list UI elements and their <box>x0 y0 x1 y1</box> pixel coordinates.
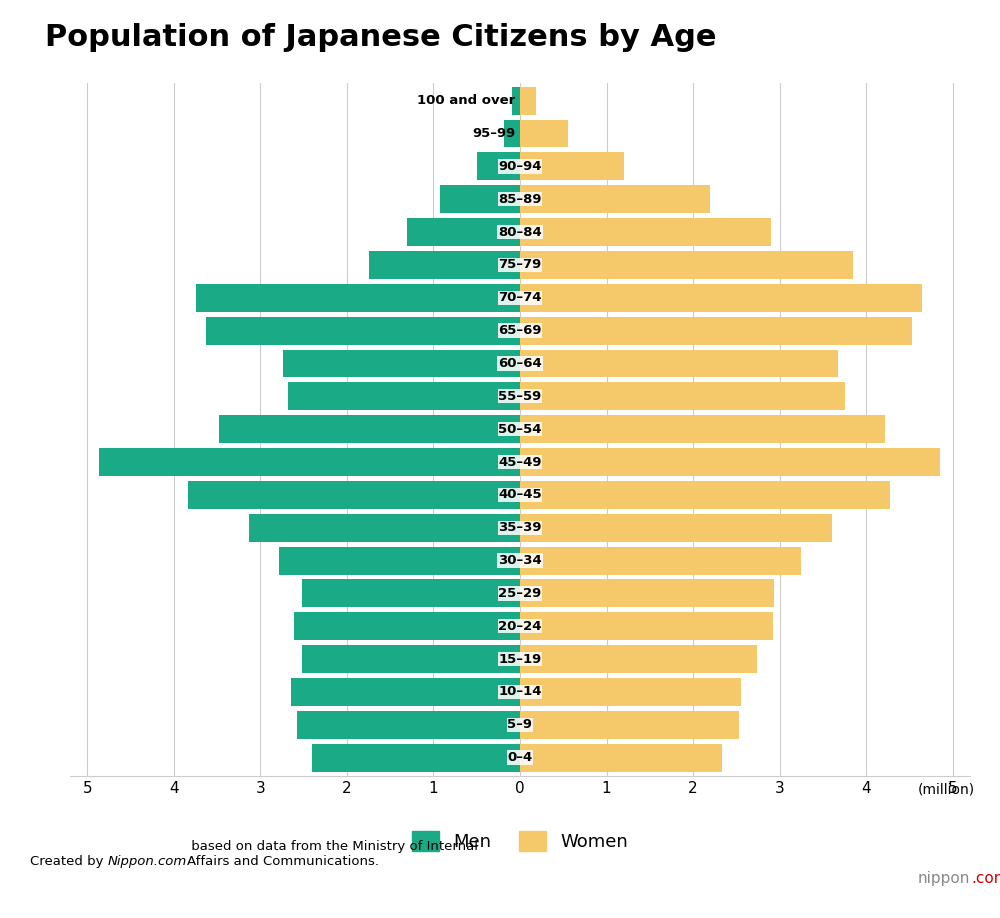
Bar <box>188 481 520 509</box>
Text: 35–39: 35–39 <box>498 521 542 534</box>
Bar <box>206 317 520 344</box>
Text: 15–19: 15–19 <box>498 653 542 666</box>
Bar <box>440 185 520 213</box>
Bar <box>520 383 845 410</box>
Bar <box>520 284 922 312</box>
Bar <box>520 350 838 377</box>
Bar <box>283 350 520 377</box>
Text: 0–4: 0–4 <box>507 751 533 764</box>
Text: 75–79: 75–79 <box>498 259 542 272</box>
Bar <box>369 251 520 279</box>
Text: 5–9: 5–9 <box>508 718 532 732</box>
Bar <box>288 383 520 410</box>
Bar <box>302 579 520 608</box>
Text: Population of Japanese Citizens by Age: Population of Japanese Citizens by Age <box>45 23 716 52</box>
Bar <box>520 218 771 246</box>
Bar <box>520 546 801 575</box>
Bar <box>512 86 520 115</box>
Text: .com: .com <box>971 871 1000 886</box>
Legend: Men, Women: Men, Women <box>403 823 637 860</box>
Bar <box>294 612 520 640</box>
Bar <box>520 711 739 739</box>
Text: 50–54: 50–54 <box>498 422 542 436</box>
Bar <box>520 514 832 542</box>
Text: 40–45: 40–45 <box>498 488 542 501</box>
Bar <box>279 546 520 575</box>
Text: (million): (million) <box>918 782 975 796</box>
Text: 90–94: 90–94 <box>498 160 542 173</box>
Bar <box>196 284 520 312</box>
Bar <box>520 119 568 148</box>
Bar <box>520 678 741 706</box>
Bar <box>520 612 773 640</box>
Bar <box>249 514 520 542</box>
Text: 60–64: 60–64 <box>498 357 542 370</box>
Bar <box>477 152 520 180</box>
Bar <box>219 415 520 443</box>
Text: 70–74: 70–74 <box>498 291 542 304</box>
Text: 85–89: 85–89 <box>498 193 542 206</box>
Bar <box>520 579 774 608</box>
Bar <box>312 744 520 772</box>
Bar <box>520 152 624 180</box>
Text: 55–59: 55–59 <box>498 390 542 403</box>
Text: 30–34: 30–34 <box>498 554 542 567</box>
Bar <box>520 317 912 344</box>
Text: 95–99: 95–99 <box>472 127 516 140</box>
Bar <box>520 251 853 279</box>
Text: 80–84: 80–84 <box>498 226 542 239</box>
Bar <box>297 711 520 739</box>
Text: 25–29: 25–29 <box>498 587 542 599</box>
Text: 20–24: 20–24 <box>498 620 542 633</box>
Bar <box>520 481 890 509</box>
Bar <box>407 218 520 246</box>
Bar <box>520 448 940 476</box>
Bar <box>99 448 520 476</box>
Text: 10–14: 10–14 <box>498 686 542 699</box>
Bar <box>520 185 710 213</box>
Text: Nippon.com: Nippon.com <box>108 855 187 868</box>
Text: nippon: nippon <box>918 871 970 886</box>
Text: 45–49: 45–49 <box>498 455 542 468</box>
Text: Created by: Created by <box>30 855 108 868</box>
Bar <box>520 645 757 673</box>
Text: 100 and over: 100 and over <box>417 95 516 107</box>
Bar <box>302 645 520 673</box>
Bar <box>520 744 722 772</box>
Bar <box>520 86 536 115</box>
Bar <box>504 119 520 148</box>
Text: 65–69: 65–69 <box>498 324 542 337</box>
Text: based on data from the Ministry of Internal
Affairs and Communications.: based on data from the Ministry of Inter… <box>187 839 478 868</box>
Bar <box>291 678 520 706</box>
Bar <box>520 415 885 443</box>
